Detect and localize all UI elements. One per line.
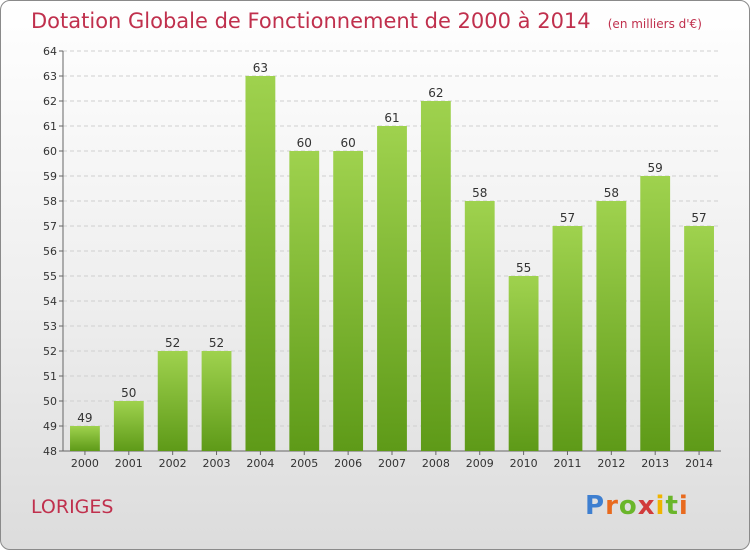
x-tick-label: 2012 xyxy=(597,457,625,470)
bar-2010 xyxy=(508,276,539,451)
y-tick-label: 63 xyxy=(43,70,57,83)
y-tick-label: 57 xyxy=(43,220,57,233)
data-label: 52 xyxy=(209,336,224,350)
y-tick-label: 48 xyxy=(43,445,57,458)
chart-title-block: Dotation Globale de Fonctionnement de 20… xyxy=(31,9,702,33)
x-tick-label: 2000 xyxy=(71,457,99,470)
bar-2009 xyxy=(464,201,495,451)
y-tick-label: 62 xyxy=(43,95,57,108)
data-label: 50 xyxy=(121,386,136,400)
chart-subtitle: (en milliers d'€) xyxy=(607,17,702,31)
bar-2006 xyxy=(333,151,364,451)
data-label: 57 xyxy=(691,211,706,225)
y-tick-label: 58 xyxy=(43,195,57,208)
data-label: 60 xyxy=(297,136,312,150)
data-label: 57 xyxy=(560,211,575,225)
bar-2008 xyxy=(420,101,451,451)
data-label: 63 xyxy=(253,61,268,75)
data-label: 59 xyxy=(648,161,663,175)
data-label: 49 xyxy=(77,411,92,425)
bar-2003 xyxy=(201,351,232,451)
y-tick-label: 49 xyxy=(43,420,57,433)
y-tick-label: 64 xyxy=(43,45,57,58)
data-label: 52 xyxy=(165,336,180,350)
bar-2007 xyxy=(377,126,407,451)
data-label: 58 xyxy=(472,186,487,200)
x-tick-label: 2014 xyxy=(685,457,713,470)
commune-name: LORIGES xyxy=(31,496,114,518)
x-tick-label: 2009 xyxy=(466,457,494,470)
x-tick-label: 2013 xyxy=(641,457,669,470)
bar-2002 xyxy=(157,351,188,451)
x-tick-label: 2003 xyxy=(203,457,231,470)
x-tick-label: 2006 xyxy=(334,457,362,470)
y-tick-label: 56 xyxy=(43,245,57,258)
bar-2004 xyxy=(245,76,276,451)
x-tick-label: 2010 xyxy=(510,457,538,470)
y-tick-label: 54 xyxy=(43,295,57,308)
chart-title: Dotation Globale de Fonctionnement de 20… xyxy=(31,9,591,33)
bar-2014 xyxy=(684,226,714,451)
bar-2005 xyxy=(289,151,320,451)
x-tick-label: 2004 xyxy=(246,457,274,470)
y-tick-label: 60 xyxy=(43,145,57,158)
x-tick-label: 2002 xyxy=(159,457,187,470)
x-tick-label: 2001 xyxy=(115,457,143,470)
data-label: 61 xyxy=(384,111,399,125)
bar-2000 xyxy=(70,426,100,451)
x-tick-label: 2007 xyxy=(378,457,406,470)
bar-chart: 48 49 50 51 52 53 54 55 56 57 58 59 60 61 62 63 64 49 200… xyxy=(43,45,721,470)
y-tick-label: 53 xyxy=(43,320,57,333)
y-tick-label: 55 xyxy=(43,270,57,283)
y-tick-label: 59 xyxy=(43,170,57,183)
y-tick-label: 52 xyxy=(43,345,57,358)
bar-2012 xyxy=(596,201,627,451)
data-label: 60 xyxy=(340,136,355,150)
y-tick-label: 61 xyxy=(43,120,57,133)
data-label: 55 xyxy=(516,261,531,275)
x-tick-label: 2005 xyxy=(290,457,318,470)
bar-2013 xyxy=(640,176,671,451)
y-tick-label: 51 xyxy=(43,370,57,383)
x-tick-label: 2008 xyxy=(422,457,450,470)
data-label: 58 xyxy=(604,186,619,200)
y-tick-label: 50 xyxy=(43,395,57,408)
data-label: 62 xyxy=(428,86,443,100)
proxiti-logo: Proxiti xyxy=(585,491,689,521)
x-tick-label: 2011 xyxy=(553,457,581,470)
bar-2011 xyxy=(552,226,583,451)
bar-2001 xyxy=(113,401,144,451)
